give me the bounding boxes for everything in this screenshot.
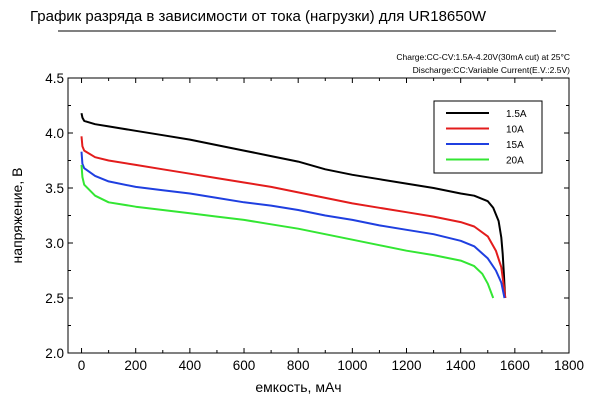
y-tick-label: 2.5: [45, 291, 64, 306]
y-tick-label: 2.0: [45, 346, 64, 361]
legend-label-20a: 20A: [506, 156, 524, 167]
x-tick-label: 400: [179, 358, 202, 373]
series-line-15a: [80, 151, 506, 299]
x-tick-label: 800: [287, 358, 310, 373]
series-line-20a: [80, 164, 495, 299]
series-line-1.5a: [80, 112, 507, 299]
x-tick-label: 600: [233, 358, 256, 373]
y-axis-label: напряжение, В: [9, 168, 25, 264]
x-axis-label: емкость, мАч: [255, 379, 341, 395]
y-tick-label: 4.0: [45, 126, 64, 141]
plot-layer: 0 200 400 600 800 1000 1200 1400 1600 1800 2.0 2.5 3…: [9, 71, 584, 395]
charge-annotation: Charge:CC-CV:1.5A-4.20V(30mA cut) at 25°…: [396, 52, 570, 62]
x-tick-label: 1800: [554, 358, 584, 373]
chart-title: График разряда в зависимости от тока (на…: [30, 8, 487, 25]
x-tick-label: 1400: [446, 358, 476, 373]
x-tick-label: 1200: [391, 358, 421, 373]
y-tick-label: 3.0: [45, 236, 64, 251]
legend-label-1.5a: 1.5A: [506, 109, 527, 120]
legend-label-10a: 10A: [506, 125, 524, 136]
series-line-10a: [80, 136, 507, 299]
y-tick-label: 4.5: [45, 71, 64, 86]
x-tick-label: 200: [124, 358, 147, 373]
x-tick-label: 0: [78, 358, 86, 373]
discharge-annotation: Discharge:CC:Variable Current(E.V.:2.5V): [413, 65, 570, 75]
legend-label-15a: 15A: [506, 140, 524, 151]
x-tick-label: 1000: [337, 358, 367, 373]
x-tick-label: 1600: [500, 358, 530, 373]
y-tick-label: 3.5: [45, 181, 64, 196]
